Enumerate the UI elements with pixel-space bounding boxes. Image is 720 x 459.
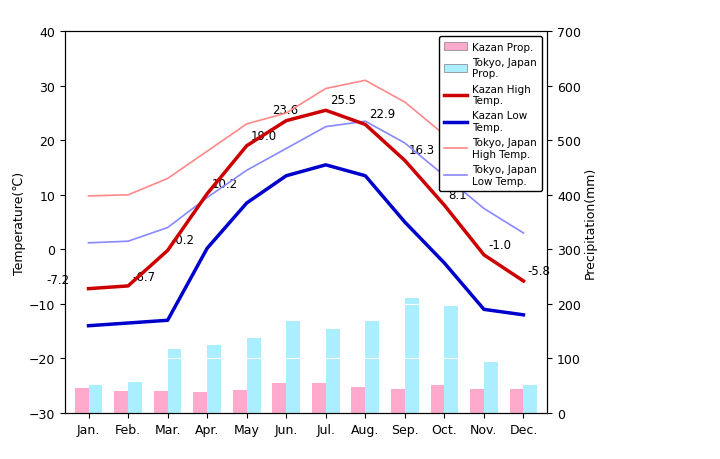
Text: -0.2: -0.2 — [172, 234, 195, 247]
Text: 10.2: 10.2 — [211, 177, 238, 190]
Bar — [114, 392, 128, 413]
Bar — [128, 383, 142, 413]
Bar — [523, 386, 537, 413]
Text: 22.9: 22.9 — [369, 108, 396, 121]
Bar — [405, 299, 419, 413]
Text: 19.0: 19.0 — [251, 129, 277, 142]
Bar — [431, 385, 444, 413]
Bar — [207, 345, 221, 413]
Bar — [247, 338, 261, 413]
Bar — [193, 392, 207, 413]
Text: -6.7: -6.7 — [132, 270, 156, 284]
Bar — [365, 322, 379, 413]
Bar — [351, 387, 365, 413]
Bar — [233, 390, 247, 413]
Bar — [312, 383, 325, 413]
Bar — [75, 389, 89, 413]
Text: 23.6: 23.6 — [272, 104, 299, 117]
Bar — [470, 389, 484, 413]
Bar — [89, 385, 102, 413]
Text: -5.8: -5.8 — [528, 264, 551, 277]
Text: -7.2: -7.2 — [46, 273, 69, 286]
Bar — [510, 389, 523, 413]
Bar — [484, 363, 498, 413]
Bar — [391, 389, 405, 413]
Bar — [444, 306, 458, 413]
Bar — [287, 322, 300, 413]
Text: 25.5: 25.5 — [330, 94, 356, 107]
Y-axis label: Temperature(℃): Temperature(℃) — [13, 171, 26, 274]
Bar — [272, 383, 287, 413]
Bar — [154, 392, 168, 413]
Text: 16.3: 16.3 — [409, 144, 435, 157]
Y-axis label: Precipitation(mm): Precipitation(mm) — [584, 167, 597, 279]
Text: -1.0: -1.0 — [488, 238, 511, 251]
Bar — [168, 349, 181, 413]
Text: 8.1: 8.1 — [449, 189, 467, 202]
Bar — [325, 329, 340, 413]
Legend: Kazan Prop., Tokyo, Japan
Prop., Kazan High
Temp., Kazan Low
Temp., Tokyo, Japan: Kazan Prop., Tokyo, Japan Prop., Kazan H… — [438, 37, 542, 191]
